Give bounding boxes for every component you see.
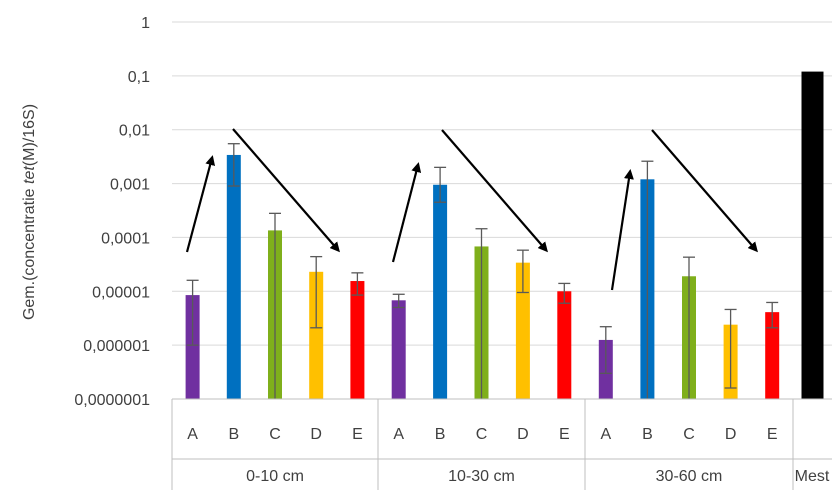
bar-D-0 [309,271,324,399]
category-label: B [228,426,239,443]
y-tick-label: 0,01 [119,123,150,140]
x-axis: A B C D E 0-10 cm A B C D E 10-30 cm A B C D E 30-60 cm Me… [171,398,832,490]
trend-arrow-down-10-30 [441,129,548,253]
trend-arrow-down-30-60 [651,129,758,253]
category-label: C [476,426,488,443]
bar-A-1 [391,300,406,399]
group-label: Mest [795,468,830,485]
category-label: A [187,426,198,443]
bar-mest-3 [801,71,824,400]
y-tick-label: 0,1 [128,69,150,86]
bar-E-2 [765,312,780,399]
trend-arrow-down-0-10 [232,128,340,253]
category-label: D [310,426,322,443]
y-tick-label: 0,00001 [92,284,150,301]
category-label: B [642,426,653,443]
group-label: 0-10 cm [246,468,304,485]
category-label: C [683,426,695,443]
bar-E-0 [350,281,365,399]
bar-B-0 [226,154,241,399]
trend-arrows [185,128,758,291]
y-tick-label: 0,0001 [101,230,150,247]
category-label: A [600,426,611,443]
y-tick-label: 0,001 [110,177,150,194]
bars [185,71,824,400]
y-tick-label: 1 [141,15,150,32]
category-label: A [393,426,404,443]
y-tick-label: 0,000001 [83,338,150,355]
y-tick-label: 0,0000001 [74,392,150,409]
y-axis: 1 0,1 0,01 0,001 0,0001 0,00001 0,000001 0,0000… [74,15,150,409]
trend-arrow-up-10-30 [391,162,422,263]
error-bars [186,143,779,399]
category-label: E [352,426,363,443]
trend-arrow-up-0-10 [185,155,216,253]
category-label: C [269,426,281,443]
group-label: 10-30 cm [448,468,515,485]
bar-A-0 [185,295,200,399]
trend-arrow-up-30-60 [610,169,634,291]
category-label: E [559,426,570,443]
category-label: D [725,426,737,443]
y-axis-label: Gem.(concentratie tet(M)/16S) [21,104,38,320]
category-label: B [435,426,446,443]
category-label: D [517,426,529,443]
bar-E-1 [557,291,572,399]
bar-B-1 [433,184,448,399]
group-label: 30-60 cm [656,468,723,485]
category-label: E [767,426,778,443]
bar-D-1 [515,262,530,399]
